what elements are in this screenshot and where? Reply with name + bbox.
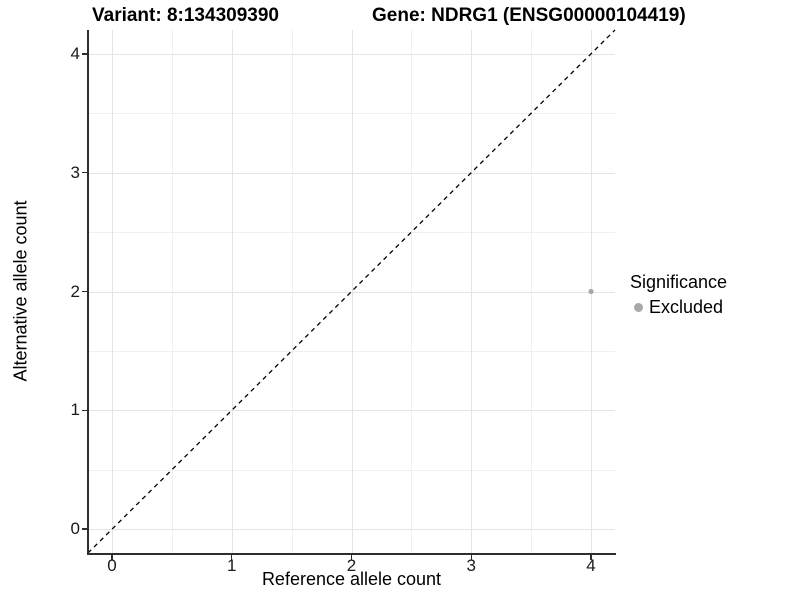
legend-entry-excluded: Excluded [630,297,727,318]
legend-point-icon [634,303,643,312]
y-tick-label: 4 [70,43,80,63]
y-tick-mark [82,171,87,174]
y-gridline-major [88,53,615,55]
legend-entry-label: Excluded [649,297,724,317]
y-gridline-major [88,529,615,531]
y-axis-line [87,30,89,555]
y-tick-mark [82,528,87,530]
y-tick-label: 0 [70,519,80,539]
y-tick-label: 3 [70,162,80,182]
legend: Significance Excluded [630,272,727,318]
x-tick-label: 4 [586,556,596,575]
data-point-excluded [588,288,594,295]
chart-canvas [87,29,616,554]
y-tick-mark [82,290,87,293]
x-tick-mark [230,555,233,560]
legend-title: Significance [630,272,728,292]
y-tick-mark [82,409,87,412]
x-tick-mark [350,555,353,560]
y-gridline-major [88,291,615,293]
x-tick-mark [590,555,592,560]
x-tick-label: 3 [466,556,476,575]
y-tick-label: 2 [70,281,80,301]
y-tick-mark [82,53,87,55]
x-tick-label: 0 [107,556,117,575]
y-gridline-major [88,172,615,174]
plot-panel [87,29,616,554]
y-axis-title: Alternative allele count [10,200,31,382]
x-tick-mark [111,555,113,560]
x-tick-mark [470,555,473,560]
y-tick-label: 1 [70,400,80,420]
x-axis-line [87,553,616,555]
x-tick-label: 2 [346,556,357,575]
x-axis-title: Reference allele count [261,569,442,589]
plot-title-variant: Variant: 8:134309390 [92,5,279,26]
y-gridline-major [88,410,615,412]
x-tick-label: 1 [226,556,237,575]
identity-reference-line [87,29,616,554]
plot-title-gene: Gene: NDRG1 (ENSG00000104419) [372,5,686,26]
